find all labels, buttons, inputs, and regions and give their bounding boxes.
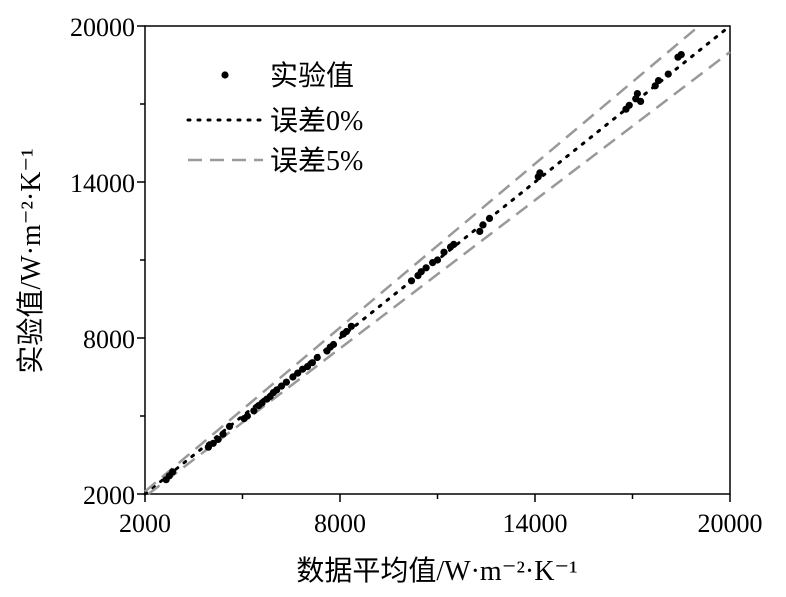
data-point — [625, 101, 633, 109]
data-point — [219, 430, 227, 438]
data-point — [209, 439, 217, 447]
data-point — [243, 412, 251, 420]
data-point — [450, 240, 458, 248]
data-point — [654, 77, 663, 85]
data-point — [347, 322, 355, 330]
data-point — [417, 268, 425, 276]
data-point — [476, 227, 484, 235]
data-point — [677, 51, 685, 59]
legend: 实验值 误差0% 误差5% — [186, 60, 363, 177]
data-point — [273, 386, 281, 394]
data-point — [440, 248, 448, 256]
x-tick-label-2000: 2000 — [119, 509, 171, 538]
data-point — [250, 407, 258, 415]
data-point — [637, 97, 645, 105]
y-axis-title: 实验值/W·m⁻²·K⁻¹ — [15, 148, 47, 373]
data-point — [329, 340, 338, 349]
data-point — [664, 70, 672, 78]
y-tick-label-14000: 14000 — [70, 169, 135, 198]
data-point — [433, 256, 442, 264]
x-axis-title: 数据平均值/W·m⁻²·K⁻¹ — [296, 555, 577, 587]
data-point — [277, 382, 286, 390]
x-tick-label-8000: 8000 — [314, 509, 366, 538]
data-point — [294, 369, 302, 377]
data-point — [342, 327, 351, 336]
legend-label-measured: 实验值 — [270, 60, 354, 92]
y-axis-ticks — [137, 25, 145, 495]
data-point — [308, 359, 316, 367]
y-tick-label-2000: 2000 — [83, 481, 135, 510]
y-tick-label-20000: 20000 — [70, 13, 135, 42]
data-point — [214, 435, 222, 443]
data-point — [651, 82, 659, 90]
x-tick-label-14000: 14000 — [503, 509, 568, 538]
data-point — [169, 468, 177, 476]
data-point — [479, 221, 487, 229]
data-point — [536, 169, 544, 177]
data-point — [633, 90, 641, 98]
data-point — [422, 264, 430, 272]
data-point — [313, 353, 321, 362]
data-point — [204, 443, 212, 451]
data-point — [289, 373, 297, 381]
data-point — [407, 277, 416, 285]
legend-marker-sample — [221, 71, 229, 79]
data-point — [225, 422, 234, 430]
y-tick-label-8000: 8000 — [83, 325, 135, 354]
data-point — [303, 363, 312, 371]
data-point — [282, 378, 290, 386]
data-point — [258, 399, 266, 407]
reference-line-1 — [144, 25, 700, 493]
reference-line-2 — [147, 51, 731, 495]
legend-label-error0: 误差0% — [270, 105, 363, 137]
legend-label-error5: 误差5% — [270, 145, 363, 177]
data-point — [485, 214, 494, 222]
x-axis-ticks — [144, 494, 731, 502]
x-tick-label-20000: 20000 — [698, 509, 763, 538]
data-points — [162, 51, 685, 484]
